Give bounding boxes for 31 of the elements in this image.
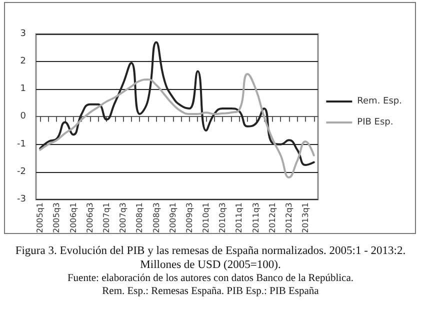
x-tick-label: 2009q3 (184, 202, 194, 234)
x-tick-label: 2006q1 (68, 202, 78, 234)
legend-label: PIB Esp. (357, 118, 394, 128)
y-tick-label: 3 (20, 29, 26, 39)
x-tick-label: 2013q1 (301, 202, 310, 234)
y-tick-label: -3 (17, 194, 26, 204)
text: Rem. Esp.: Remesas España. PIB Esp.: PIB España (101, 285, 320, 298)
x-tick-label: 2012q1 (268, 202, 277, 234)
x-tick-label: 2007q3 (118, 202, 128, 234)
line-series (39, 72, 315, 178)
x-tick-label: 2007q1 (102, 202, 111, 234)
legend-label: Rem. Esp. (357, 96, 402, 106)
y-tick-label: -1 (17, 139, 26, 150)
x-tick-label: 2008q1 (135, 202, 144, 234)
line-series (39, 41, 315, 166)
y-tick-label: 2 (20, 56, 26, 67)
x-tick-label: 2005q3 (52, 202, 62, 234)
x-tick-label: 2011q1 (234, 202, 244, 234)
y-tick-label: 1 (20, 84, 26, 94)
y-tick-label: 0 (20, 112, 26, 122)
x-tick-label: 2009q1 (168, 202, 178, 234)
x-tick-label: 2010q1 (202, 202, 211, 234)
x-tick-label: 2005q1 (36, 202, 45, 234)
x-tick-label: 2006q3 (85, 202, 94, 234)
x-tick-label: 2010q3 (218, 202, 228, 234)
y-tick-label: -2 (17, 166, 26, 177)
x-tick-label: 2008q3 (152, 202, 161, 234)
x-tick-label: 2012q3 (284, 202, 294, 234)
text: Figura 3. Evolución del PIB y las remesas de España normalizados. 2005:1 - 2013:2. Millones de USD (2005=100). (14, 244, 407, 272)
source-note: Fuente: elaboración de los autores con datos Banco de la República. (66, 272, 355, 285)
x-tick-label: 2011q3 (251, 202, 260, 234)
